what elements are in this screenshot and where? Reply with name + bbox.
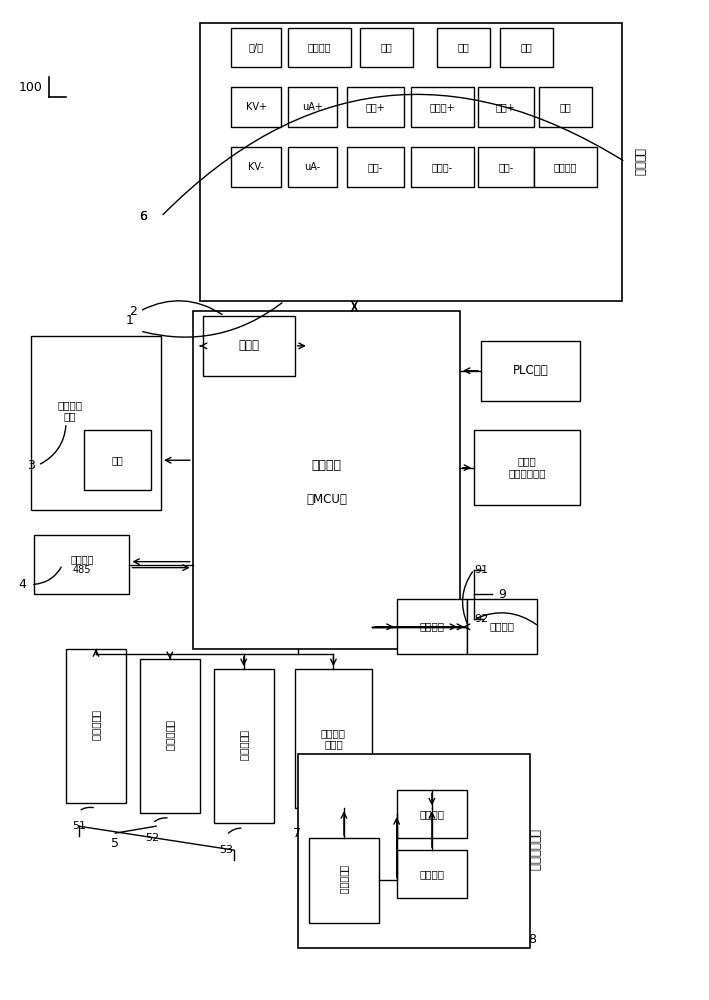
Text: 总线控制
485: 总线控制 485: [70, 554, 94, 575]
FancyBboxPatch shape: [478, 87, 534, 127]
Text: 53: 53: [220, 845, 233, 855]
Text: 5: 5: [111, 837, 119, 850]
Text: （MCU）: （MCU）: [306, 493, 347, 506]
Text: uA+: uA+: [302, 102, 323, 112]
Text: 开/关: 开/关: [249, 43, 264, 53]
Text: 51: 51: [72, 821, 86, 831]
Text: 程序-: 程序-: [498, 162, 513, 172]
FancyBboxPatch shape: [467, 599, 537, 654]
FancyBboxPatch shape: [534, 147, 597, 187]
Text: 6: 6: [140, 210, 147, 223]
FancyBboxPatch shape: [397, 850, 467, 898]
FancyBboxPatch shape: [437, 28, 490, 67]
Text: 6: 6: [140, 210, 147, 223]
Text: 4: 4: [18, 578, 26, 591]
FancyBboxPatch shape: [474, 430, 579, 505]
FancyBboxPatch shape: [231, 147, 281, 187]
Text: 返喷: 返喷: [521, 43, 532, 53]
FancyBboxPatch shape: [411, 87, 474, 127]
Text: 电磁阀
（总气开关）: 电磁阀 （总气开关）: [508, 456, 546, 478]
Text: 清洁气-: 清洁气-: [432, 162, 453, 172]
FancyBboxPatch shape: [140, 659, 200, 813]
FancyBboxPatch shape: [231, 87, 281, 127]
Text: 微处理器: 微处理器: [311, 459, 341, 472]
Text: 粉量-: 粉量-: [368, 162, 384, 172]
Text: KV-: KV-: [248, 162, 264, 172]
Text: 存储器: 存储器: [238, 339, 259, 352]
Text: 模式: 模式: [457, 43, 469, 53]
Text: KV+: KV+: [245, 102, 267, 112]
FancyBboxPatch shape: [478, 147, 534, 187]
Text: 100: 100: [19, 81, 43, 94]
Text: 按键面板: 按键面板: [633, 148, 646, 176]
FancyBboxPatch shape: [84, 430, 150, 490]
Text: 2: 2: [129, 305, 137, 318]
Text: 程序+: 程序+: [496, 102, 515, 112]
Text: 选择: 选择: [559, 102, 571, 112]
FancyBboxPatch shape: [203, 316, 295, 376]
Text: 粉量+: 粉量+: [366, 102, 386, 112]
FancyBboxPatch shape: [309, 838, 379, 923]
Text: 自动粉量: 自动粉量: [308, 43, 331, 53]
FancyBboxPatch shape: [397, 790, 467, 838]
Text: 第二电子阀: 第二电子阀: [165, 720, 175, 751]
Text: 3: 3: [27, 459, 35, 472]
FancyBboxPatch shape: [31, 336, 161, 510]
FancyBboxPatch shape: [288, 87, 337, 127]
Text: 第三电子阀: 第三电子阀: [239, 730, 249, 761]
Text: 9: 9: [498, 588, 506, 601]
Text: uA-: uA-: [304, 162, 320, 172]
Text: 静电粉末嚙枪: 静电粉末嚙枪: [527, 829, 540, 871]
FancyBboxPatch shape: [411, 147, 474, 187]
FancyBboxPatch shape: [501, 28, 553, 67]
FancyBboxPatch shape: [539, 87, 592, 127]
Text: 52: 52: [145, 833, 160, 843]
FancyBboxPatch shape: [288, 147, 337, 187]
FancyBboxPatch shape: [481, 341, 579, 401]
FancyBboxPatch shape: [193, 311, 460, 649]
Text: 电压反馈: 电压反馈: [420, 621, 445, 631]
Text: 静电发生器: 静电发生器: [339, 865, 349, 895]
Text: 液晶显示
单元: 液晶显示 单元: [57, 400, 82, 421]
FancyBboxPatch shape: [397, 599, 467, 654]
Text: 电流反馈: 电流反馈: [490, 621, 515, 631]
FancyBboxPatch shape: [214, 669, 274, 823]
Text: 8: 8: [528, 933, 537, 946]
Text: 92: 92: [474, 614, 489, 624]
FancyBboxPatch shape: [66, 649, 126, 803]
Text: 直流功率
控制器: 直流功率 控制器: [321, 728, 346, 749]
Text: 背光: 背光: [111, 455, 123, 465]
FancyBboxPatch shape: [359, 28, 413, 67]
FancyBboxPatch shape: [200, 23, 622, 301]
FancyBboxPatch shape: [295, 669, 372, 808]
FancyBboxPatch shape: [347, 147, 403, 187]
Text: 第一电子阀: 第一电子阀: [91, 710, 101, 741]
FancyBboxPatch shape: [35, 535, 130, 594]
FancyBboxPatch shape: [288, 28, 351, 67]
Text: 设置按键: 设置按键: [420, 869, 445, 879]
Text: 主从控制: 主从控制: [554, 162, 577, 172]
Text: 7: 7: [293, 827, 301, 840]
Text: 触发按键: 触发按键: [420, 809, 445, 819]
FancyBboxPatch shape: [347, 87, 403, 127]
Text: 1: 1: [125, 314, 133, 327]
Text: PLC控制: PLC控制: [513, 364, 548, 377]
FancyBboxPatch shape: [298, 754, 530, 948]
Text: 清洁: 清洁: [380, 43, 392, 53]
Text: 91: 91: [474, 565, 489, 575]
Text: 清洁气+: 清洁气+: [430, 102, 455, 112]
FancyBboxPatch shape: [231, 28, 281, 67]
